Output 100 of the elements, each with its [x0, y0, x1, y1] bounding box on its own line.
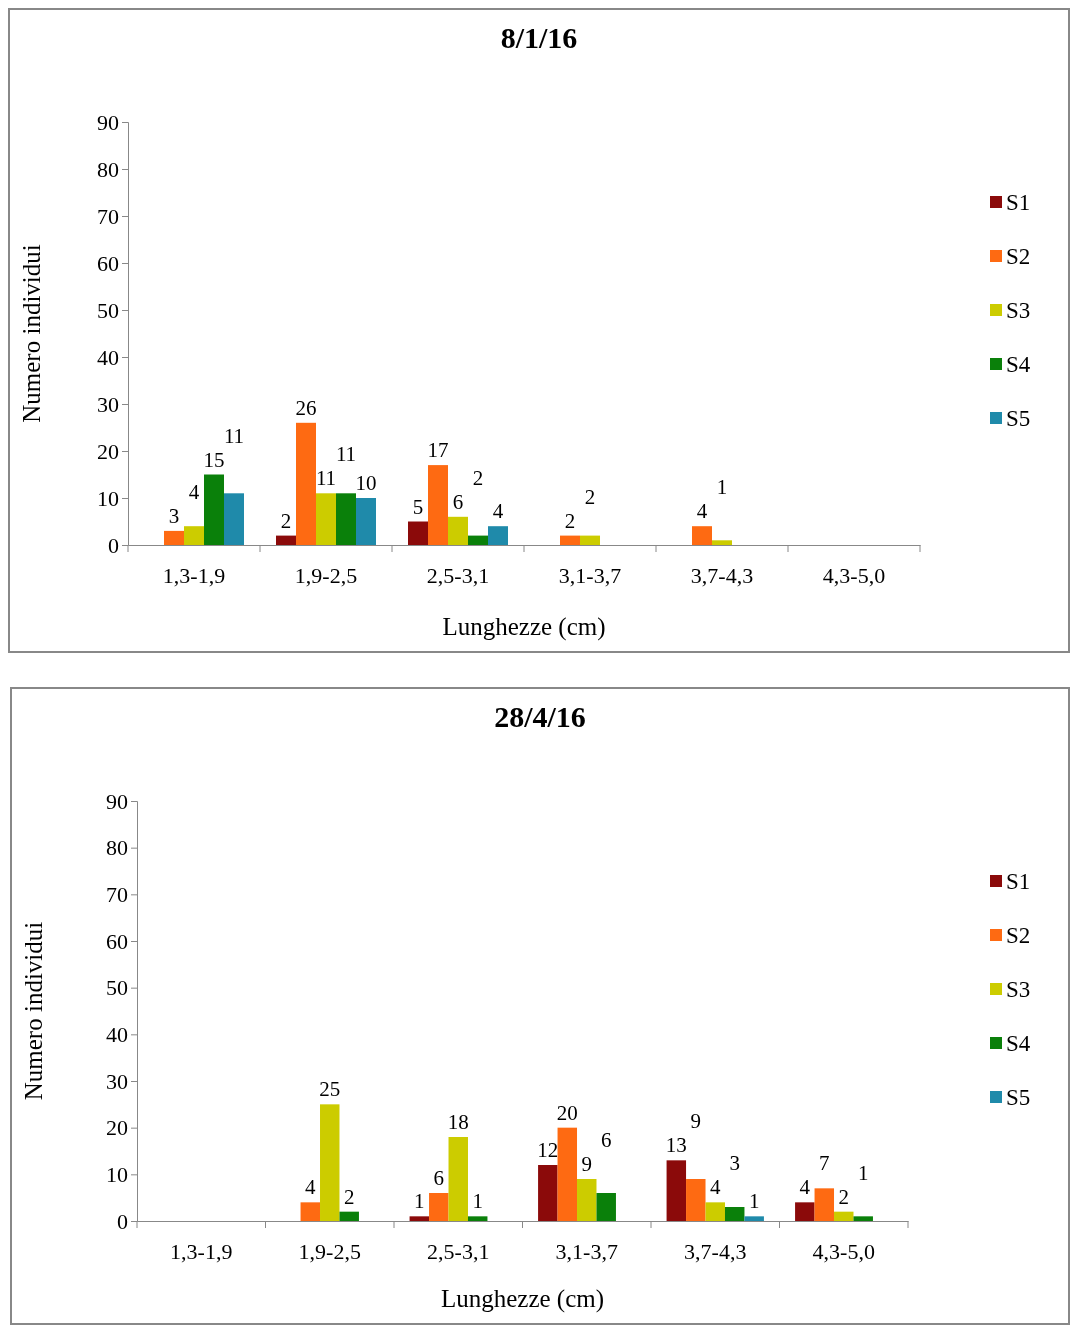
data-label: 9	[581, 1152, 592, 1176]
data-label: 7	[819, 1151, 830, 1176]
bar	[428, 465, 448, 545]
bar	[184, 526, 204, 545]
legend-label: S2	[1006, 244, 1031, 269]
data-label: 5	[412, 494, 424, 519]
data-label: 25	[319, 1077, 341, 1102]
y-tick-label: 70	[106, 881, 128, 907]
data-label: 6	[600, 1128, 612, 1152]
y-tick-label: 60	[97, 250, 119, 276]
y-tick-label: 10	[97, 485, 119, 511]
data-label: 11	[335, 442, 357, 467]
bar	[744, 1216, 764, 1221]
data-label: 4	[799, 1175, 811, 1200]
bar	[296, 422, 316, 545]
bar	[204, 474, 224, 545]
bar	[686, 1179, 706, 1221]
data-label: 2	[584, 484, 596, 509]
y-tick-label: 40	[97, 344, 119, 370]
bar	[467, 1216, 488, 1221]
y-tick-label: 20	[106, 1115, 128, 1141]
y-tick-label: 50	[106, 975, 128, 1001]
data-label: 1	[857, 1160, 869, 1185]
x-tick-label: 3,1-3,7	[558, 562, 622, 588]
data-label: 4	[492, 499, 504, 524]
data-label: 1	[472, 1189, 483, 1214]
data-label: 13	[665, 1133, 687, 1158]
bar	[336, 493, 356, 545]
data-label: 26	[295, 395, 317, 420]
bar	[224, 493, 244, 545]
y-tick-label: 40	[106, 1021, 128, 1047]
x-tick-label: 4,3-5,0	[812, 1238, 875, 1264]
bar	[692, 526, 712, 545]
data-label: 2	[472, 465, 484, 490]
legend-label: S4	[1006, 1031, 1031, 1056]
data-label: 1	[414, 1189, 425, 1214]
data-label: 2	[838, 1184, 849, 1209]
y-tick-label: 20	[97, 438, 119, 464]
data-label: 1	[748, 1189, 760, 1214]
data-label: 11	[223, 423, 245, 448]
y-tick-label: 0	[117, 1208, 128, 1234]
bar	[666, 1160, 687, 1221]
bar	[276, 535, 296, 545]
data-label: 15	[203, 447, 225, 472]
bar	[557, 1127, 578, 1221]
x-tick-label: 1,9-2,5	[294, 562, 358, 588]
x-tick-label: 3,7-4,3	[684, 1238, 747, 1264]
bar	[596, 1193, 616, 1221]
bar	[814, 1188, 835, 1221]
bar	[409, 1216, 430, 1221]
bar	[488, 526, 508, 545]
x-tick-label: 4,3-5,0	[822, 562, 886, 588]
y-tick-label: 90	[106, 788, 128, 814]
y-tick-label: 10	[106, 1161, 128, 1187]
legend-label: S1	[1006, 190, 1031, 215]
x-tick-label: 1,3-1,9	[170, 1238, 233, 1264]
data-label: 6	[452, 489, 464, 514]
bar	[300, 1202, 321, 1221]
data-label: 1	[716, 475, 728, 500]
data-label: 10	[355, 471, 377, 495]
data-label: 12	[537, 1138, 559, 1162]
legend-label: S4	[1006, 352, 1031, 377]
x-tick-label: 1,3-1,9	[162, 562, 226, 588]
x-axis-title: Lunghezze (cm)	[442, 613, 606, 641]
bar	[834, 1211, 854, 1221]
data-label: 3	[729, 1151, 740, 1176]
chart-title: 28/4/16	[494, 700, 586, 733]
x-axis-title: Lunghezze (cm)	[440, 1285, 605, 1313]
data-label: 4	[696, 499, 708, 524]
bar	[795, 1202, 815, 1221]
legend-label: S2	[1006, 923, 1031, 948]
data-label: 4	[710, 1175, 721, 1200]
x-tick-label: 3,7-4,3	[690, 562, 754, 588]
data-label: 4	[188, 479, 200, 504]
bar	[712, 540, 732, 545]
bar	[853, 1216, 873, 1221]
y-tick-label: 0	[108, 532, 119, 558]
bar	[164, 530, 184, 545]
bar	[316, 493, 336, 545]
bar	[560, 535, 580, 545]
bar	[356, 498, 376, 545]
legend-label: S5	[1006, 1085, 1031, 1110]
bar	[339, 1211, 359, 1221]
data-label: 9	[690, 1109, 702, 1134]
y-tick-label: 30	[97, 391, 119, 417]
x-tick-label: 2,5-3,1	[427, 1238, 490, 1264]
data-label: 2	[564, 508, 576, 533]
bar	[429, 1193, 449, 1221]
y-tick-label: 30	[106, 1068, 128, 1094]
bar	[320, 1104, 340, 1221]
data-label: 3	[168, 503, 180, 528]
data-label: 11	[315, 466, 337, 491]
x-tick-label: 2,5-3,1	[426, 562, 490, 588]
y-tick-label: 80	[106, 835, 128, 861]
bar	[580, 535, 600, 545]
legend-label: S3	[1006, 977, 1031, 1002]
legend-label: S3	[1006, 298, 1031, 323]
bar	[705, 1202, 725, 1221]
bar	[468, 535, 488, 545]
bar	[538, 1165, 558, 1221]
